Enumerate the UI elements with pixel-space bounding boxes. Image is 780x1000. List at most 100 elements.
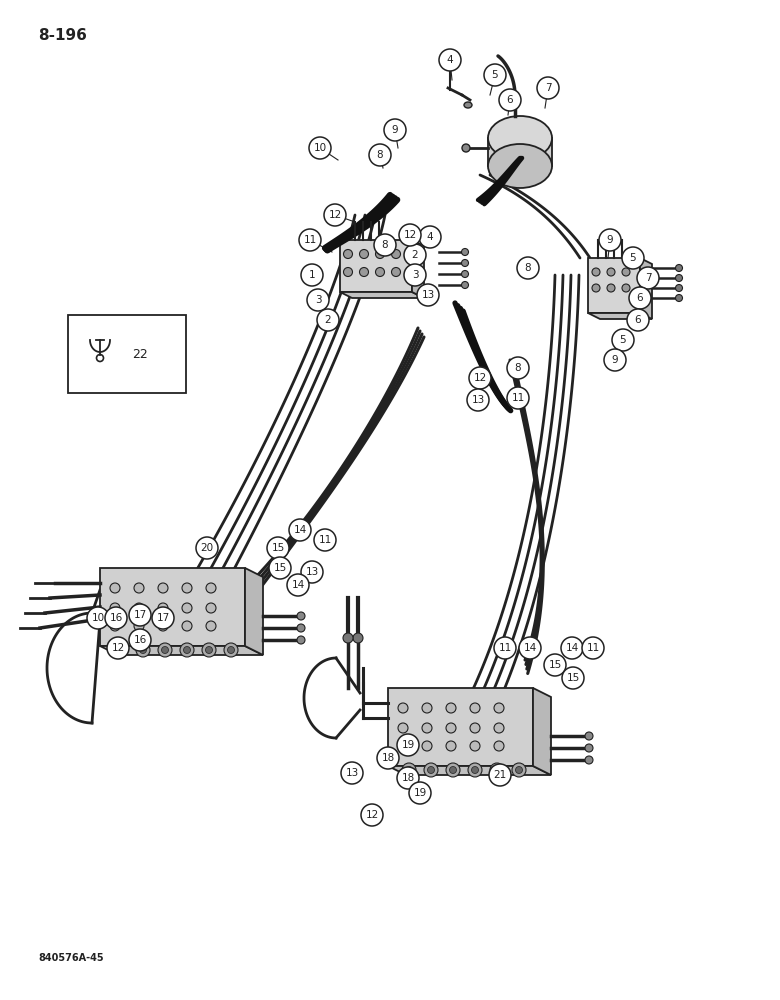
Circle shape xyxy=(224,643,238,657)
Circle shape xyxy=(494,741,504,751)
Circle shape xyxy=(675,264,682,271)
Circle shape xyxy=(158,603,168,613)
Text: 10: 10 xyxy=(314,143,327,153)
Circle shape xyxy=(612,329,634,351)
Text: 11: 11 xyxy=(512,393,525,403)
Circle shape xyxy=(471,766,478,774)
Circle shape xyxy=(494,637,516,659)
Circle shape xyxy=(607,268,615,276)
Text: 8: 8 xyxy=(377,150,383,160)
Text: 8-196: 8-196 xyxy=(38,27,87,42)
Circle shape xyxy=(369,144,391,166)
Circle shape xyxy=(206,583,216,593)
Circle shape xyxy=(343,249,353,258)
Circle shape xyxy=(297,612,305,620)
Circle shape xyxy=(297,636,305,644)
Text: 14: 14 xyxy=(292,580,305,590)
Circle shape xyxy=(343,633,353,643)
Text: 11: 11 xyxy=(498,643,512,653)
Circle shape xyxy=(399,224,421,246)
Circle shape xyxy=(196,537,218,559)
Circle shape xyxy=(607,284,615,292)
Text: 18: 18 xyxy=(402,773,415,783)
Circle shape xyxy=(361,804,383,826)
Circle shape xyxy=(494,703,504,713)
Circle shape xyxy=(446,703,456,713)
Text: 15: 15 xyxy=(548,660,562,670)
Text: 5: 5 xyxy=(491,70,498,80)
Circle shape xyxy=(158,643,172,657)
Circle shape xyxy=(107,637,129,659)
Circle shape xyxy=(462,248,469,255)
Circle shape xyxy=(360,267,368,276)
Circle shape xyxy=(384,119,406,141)
Text: 18: 18 xyxy=(381,753,395,763)
Ellipse shape xyxy=(488,116,552,160)
Circle shape xyxy=(180,643,194,657)
Circle shape xyxy=(599,229,621,251)
Circle shape xyxy=(398,723,408,733)
Ellipse shape xyxy=(488,144,552,188)
Circle shape xyxy=(114,643,128,657)
Text: 5: 5 xyxy=(629,253,636,263)
Circle shape xyxy=(562,667,584,689)
Polygon shape xyxy=(412,240,424,298)
Circle shape xyxy=(398,741,408,751)
Circle shape xyxy=(675,274,682,282)
Circle shape xyxy=(462,270,469,277)
Circle shape xyxy=(343,267,353,276)
Circle shape xyxy=(158,583,168,593)
Circle shape xyxy=(507,387,529,409)
Circle shape xyxy=(519,637,541,659)
Circle shape xyxy=(301,264,323,286)
Circle shape xyxy=(205,647,212,654)
Text: 13: 13 xyxy=(346,768,359,778)
Circle shape xyxy=(136,643,150,657)
Text: 12: 12 xyxy=(328,210,342,220)
Circle shape xyxy=(324,204,346,226)
Circle shape xyxy=(422,741,432,751)
Polygon shape xyxy=(340,240,412,292)
Ellipse shape xyxy=(464,102,472,108)
Circle shape xyxy=(206,621,216,631)
Circle shape xyxy=(446,763,460,777)
Text: 4: 4 xyxy=(427,232,434,242)
Text: 1: 1 xyxy=(309,270,315,280)
Circle shape xyxy=(289,519,311,541)
Circle shape xyxy=(299,229,321,251)
Circle shape xyxy=(375,249,385,258)
Circle shape xyxy=(182,583,192,593)
Text: 11: 11 xyxy=(318,535,331,545)
Circle shape xyxy=(627,309,649,331)
Text: 9: 9 xyxy=(392,125,399,135)
Circle shape xyxy=(301,561,323,583)
Circle shape xyxy=(446,741,456,751)
Text: 6: 6 xyxy=(636,293,643,303)
Circle shape xyxy=(517,257,539,279)
Circle shape xyxy=(182,603,192,613)
Text: 6: 6 xyxy=(507,95,513,105)
Text: 10: 10 xyxy=(91,613,105,623)
Circle shape xyxy=(637,267,659,289)
Polygon shape xyxy=(588,258,640,313)
Circle shape xyxy=(585,756,593,764)
Circle shape xyxy=(561,637,583,659)
Text: 12: 12 xyxy=(365,810,378,820)
Circle shape xyxy=(392,249,400,258)
Text: 12: 12 xyxy=(403,230,417,240)
Circle shape xyxy=(228,647,235,654)
Circle shape xyxy=(512,763,526,777)
Circle shape xyxy=(446,723,456,733)
Text: 9: 9 xyxy=(612,355,619,365)
Circle shape xyxy=(134,583,144,593)
Circle shape xyxy=(392,267,400,276)
Text: 11: 11 xyxy=(587,643,600,653)
Text: 16: 16 xyxy=(109,613,122,623)
Circle shape xyxy=(622,247,644,269)
Circle shape xyxy=(629,287,651,309)
Circle shape xyxy=(417,284,439,306)
Text: 12: 12 xyxy=(473,373,487,383)
Circle shape xyxy=(406,766,413,774)
Circle shape xyxy=(267,537,289,559)
Circle shape xyxy=(158,621,168,631)
